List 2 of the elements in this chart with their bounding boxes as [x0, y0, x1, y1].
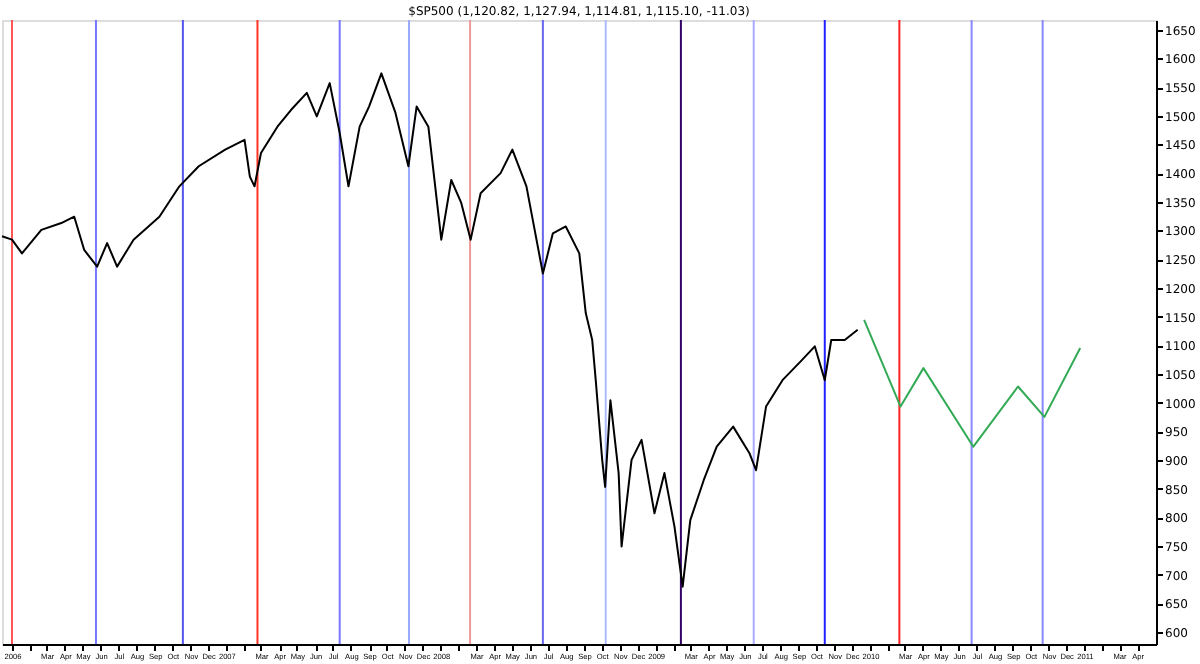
line-series [1, 72, 859, 588]
line-series [863, 318, 1082, 448]
